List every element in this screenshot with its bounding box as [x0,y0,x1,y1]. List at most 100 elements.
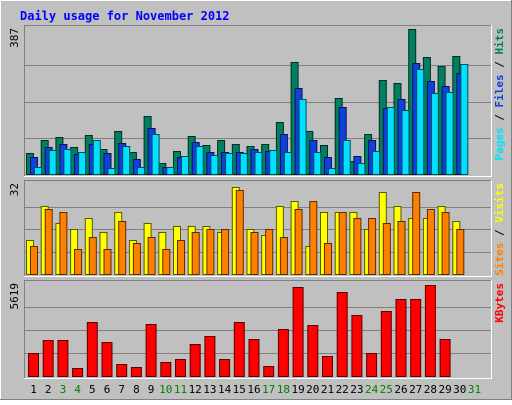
bot-kbytes-bar [175,359,186,377]
legend-separator: / [493,55,506,75]
mid-sites-bar [397,221,406,275]
bot-kbytes-bar [336,292,348,377]
legend-kbytes: KBytes [493,283,506,323]
legend-hits: Hits [493,28,506,55]
bot-kbytes-bar [322,356,333,377]
top-pages-bar [328,168,336,175]
x-tick-label: 24 [365,383,379,396]
x-tick-label: 23 [350,383,363,396]
top-pages-bar [386,107,395,175]
x-tick-label: 3 [60,383,67,396]
top-pages-bar [269,150,278,175]
x-tick-label: 29 [438,383,451,396]
bot-kbytes-bar [189,344,201,377]
mid-sites-bar [74,249,83,275]
x-tick-label: 15 [233,383,246,396]
mid-max-value-label: 32 [8,183,21,196]
x-tick-label: 18 [277,383,290,396]
mid-legend: Sites / Visits [493,183,506,276]
mid-sites-bar [147,237,156,275]
mid-sites-bar [30,246,38,275]
bot-kbytes-bar [248,339,260,377]
x-tick-label: 12 [189,383,202,396]
mid-sites-bar [412,192,421,275]
mid-sites-bar [353,218,362,275]
bot-kbytes-bar [160,362,172,377]
top-pages-bar [372,151,381,175]
mid-sites-bar [162,249,171,275]
bot-kbytes-bar [277,329,289,377]
bot-kbytes-bar [380,311,392,377]
bot-kbytes-bar [395,299,407,377]
x-tick-label: 27 [409,383,422,396]
mid-sites-bar [191,232,200,275]
mid-sites-bar [88,237,97,275]
bot-kbytes-bar [366,353,378,377]
legend-sites: Sites [493,243,506,276]
bot-kbytes-bar [101,342,113,377]
top-legend: Pages / Files / Hits [493,28,506,161]
x-tick-label: 22 [336,383,349,396]
x-tick-label: 30 [453,383,466,396]
bot-kbytes-bar [57,340,69,377]
mid-panel: 32 Sites / Visits [8,180,506,277]
bot-kbytes-bar [28,353,39,377]
top-pages-bar [416,69,425,175]
top-panel: 387 Pages / Files / Hits [8,25,506,177]
mid-sites-bar [206,229,215,275]
top-pages-bar [254,152,263,175]
top-pages-bar [107,168,116,175]
mid-sites-bar [426,209,435,275]
top-pages-bar [445,92,454,175]
bot-kbytes-bar [263,366,275,377]
x-tick-label: 31 [468,383,481,396]
x-tick-label: 13 [203,383,216,396]
top-pages-bar [430,93,439,175]
mid-sites-bar [118,221,127,275]
x-tick-label: 1 [30,383,37,396]
bot-kbytes-bar [86,322,98,377]
bot-panel: 5619 KBytes [8,280,506,379]
x-tick-label: 28 [424,383,437,396]
bot-kbytes-bar [145,324,157,377]
x-tick-label: 10 [159,383,172,396]
mid-sites-bar [294,209,303,275]
mid-sites-bar [59,212,68,275]
top-pages-bar [195,146,204,175]
bot-max-value-label: 5619 [8,283,21,310]
top-pages-bar [136,167,145,175]
mid-sites-bar [221,229,230,275]
bot-kbytes-bar [130,367,142,377]
top-pages-bar [181,156,189,175]
x-tick-label: 11 [174,383,187,396]
bot-kbytes-bar [233,322,245,377]
legend-pages: Pages [493,127,506,160]
top-pages-bar [342,140,351,175]
top-pages-bar [78,152,87,175]
top-pages-bar [34,167,42,175]
bot-legend: KBytes [493,283,506,323]
mid-sites-bar [456,229,465,275]
chart-panels: 387 Pages / Files / Hits 32 Sites / Visits 5… [8,25,506,379]
top-pages-bar [313,152,322,175]
bot-kbytes-bar [72,368,84,377]
legend-visits: Visits [493,183,506,223]
mid-sites-bar [235,190,244,275]
top-pages-bar [210,155,219,175]
top-pages-bar [48,150,57,175]
mid-sites-bar [441,212,450,275]
legend-files: Files [493,74,506,107]
mid-sites-bar [132,243,141,275]
top-pages-bar [357,163,366,175]
top-pages-bar [401,110,410,175]
x-tick-label: 14 [218,383,232,396]
x-tick-label: 2 [45,383,52,396]
legend-separator: / [493,223,506,243]
mid-sites-bar [265,229,274,275]
chart-title: Daily usage for November 2012 [20,9,230,23]
mid-sites-bar [177,240,185,275]
top-pages-bar [283,152,292,175]
x-tick-label: 25 [380,383,393,396]
mid-sites-bar [324,243,332,275]
